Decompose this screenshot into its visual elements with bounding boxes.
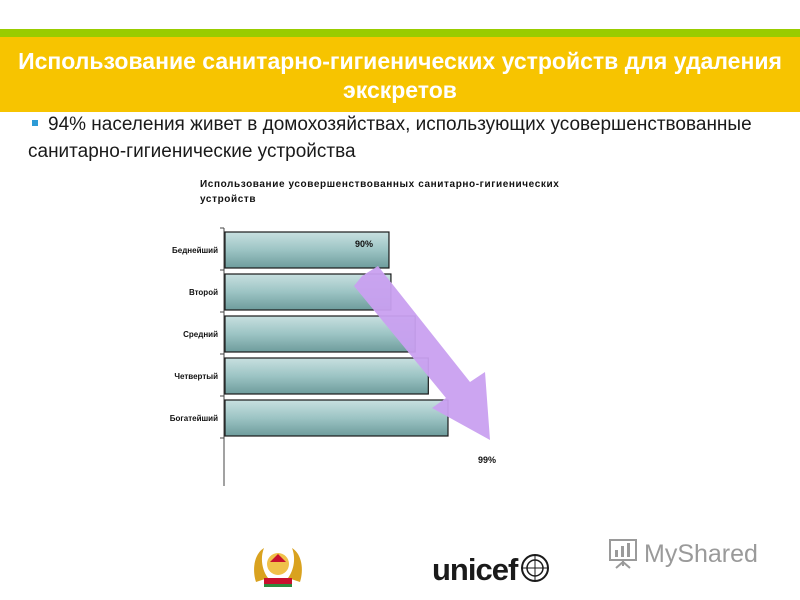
myshared-logo[interactable]: MyShared — [608, 538, 758, 570]
category-label: Средний — [183, 330, 218, 339]
un-emblem-icon — [521, 554, 549, 582]
myshared-text: MyShared — [644, 539, 758, 568]
slide-title: Использование санитарно-гигиенических ус… — [18, 47, 782, 103]
bullet-icon — [32, 120, 38, 127]
bullet-text: 94% населения живет в домохозяйствах, ис… — [28, 114, 752, 162]
category-label: Четвертый — [174, 372, 218, 381]
tajikistan-emblem-icon — [254, 548, 302, 587]
data-label: 99% — [478, 455, 496, 465]
data-label: 90% — [355, 239, 373, 249]
bullet-item: 94% населения живет в домохозяйствах, ис… — [28, 111, 788, 165]
chart-title: Использование усовершенствованных санита… — [200, 179, 560, 205]
title-bar: Использование санитарно-гигиенических ус… — [0, 37, 800, 112]
myshared-chart-icon — [609, 539, 637, 569]
top-stripe — [0, 29, 800, 37]
bar-5 — [224, 399, 449, 437]
bar-4 — [224, 357, 429, 395]
trend-arrow — [354, 266, 490, 440]
category-label: Богатейший — [170, 414, 218, 423]
unicef-logo-text: unicef — [432, 552, 518, 587]
category-label: Второй — [189, 288, 218, 297]
category-label: Беднейший — [172, 246, 218, 255]
bar-1 — [224, 231, 390, 269]
bar-3 — [224, 315, 416, 353]
